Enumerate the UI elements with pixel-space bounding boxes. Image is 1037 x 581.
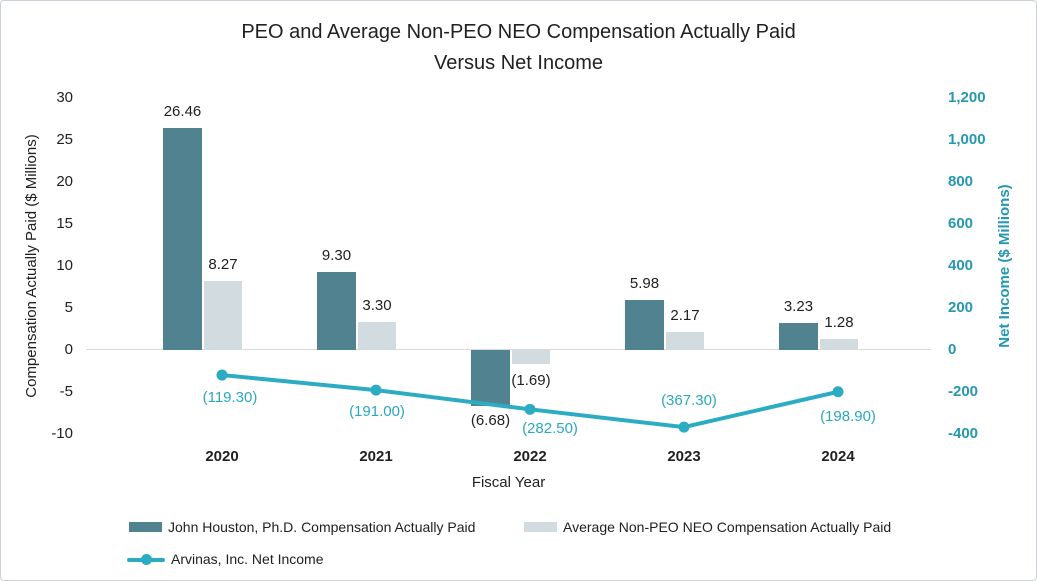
- x-axis-title: Fiscal Year: [471, 474, 546, 491]
- peo-bar-swatch: [129, 522, 162, 532]
- avg-neo-bar-label-2023: 2.17: [670, 306, 700, 324]
- right-tick-label: 600: [948, 215, 974, 232]
- avg-neo-bar-swatch: [524, 522, 557, 532]
- net-income-label-2021: (191.00): [349, 403, 405, 421]
- avg-neo-bar-label-2024: 1.28: [824, 314, 854, 332]
- chart-title-line1: PEO and Average Non-PEO NEO Compensation…: [241, 21, 796, 43]
- left-tick-label: 10: [56, 257, 73, 274]
- peo-bar-2023: [625, 299, 664, 350]
- legend-label-net-income: Arvinas, Inc. Net Income: [171, 551, 324, 567]
- right-tick-label: 400: [948, 257, 974, 274]
- peo-bar-2024: [779, 322, 818, 350]
- peo-bar-label-2020: 26.46: [163, 102, 202, 120]
- net-income-point-2023: [678, 421, 690, 433]
- peo-bar-label-2022: (6.68): [470, 412, 511, 430]
- left-tick-label: 30: [56, 89, 73, 106]
- avg-neo-bar-label-2022: (1.69): [511, 372, 551, 390]
- x-axis-label-2021: 2021: [359, 448, 393, 465]
- left-tick-label: 15: [56, 215, 73, 232]
- net-income-label-2020: (119.30): [202, 389, 258, 407]
- right-tick-label: -200: [948, 383, 979, 400]
- chart-title: PEO and Average Non-PEO NEO Compensation…: [1, 17, 1036, 79]
- net-income-label-2023: (367.30): [661, 392, 717, 410]
- avg-neo-bar-label-2021: 3.30: [362, 297, 392, 315]
- right-tick-label: 200: [948, 299, 974, 316]
- peo-bar-label-2023: 5.98: [629, 274, 660, 292]
- avg-neo-bar-2022: [512, 350, 550, 365]
- line-swatch-dot: [141, 553, 152, 565]
- right-tick-label: 1,200: [948, 89, 986, 106]
- net-income-point-2021: [370, 384, 382, 396]
- left-tick-label: -5: [59, 383, 73, 400]
- left-tick-label: 20: [56, 173, 73, 190]
- x-axis-label-2023: 2023: [667, 448, 701, 465]
- avg-neo-bar-2023: [666, 331, 704, 350]
- legend-label-peo: John Houston, Ph.D. Compensation Actuall…: [168, 519, 476, 535]
- x-axis-label-2024: 2024: [821, 448, 855, 465]
- avg-neo-bar-2021: [358, 322, 396, 350]
- peo-bar-label-2021: 9.30: [321, 246, 352, 264]
- avg-neo-bar-2020: [204, 280, 242, 350]
- net-income-point-2024: [832, 386, 844, 398]
- left-tick-label: 25: [56, 131, 73, 148]
- net-income-point-2020: [216, 369, 228, 381]
- peo-bar-2020: [163, 127, 202, 350]
- right-tick-label: -400: [948, 425, 979, 442]
- net-income-line-swatch: [127, 553, 165, 565]
- x-axis-label-2020: 2020: [205, 448, 239, 465]
- legend-item-net-income: Arvinas, Inc. Net Income: [127, 551, 324, 567]
- zero-gridline: [86, 349, 931, 350]
- right-tick-label: 800: [948, 173, 974, 190]
- net-income-label-2024: (198.90): [820, 407, 876, 425]
- peo-bar-2021: [317, 271, 356, 350]
- left-tick-label: 5: [64, 299, 73, 316]
- avg-neo-bar-2024: [820, 339, 858, 350]
- avg-neo-bar-label-2020: 8.27: [208, 255, 238, 273]
- chart-title-line2: Versus Net Income: [434, 52, 603, 74]
- legend-label-avg-neo: Average Non-PEO NEO Compensation Actuall…: [563, 519, 892, 535]
- peo-bar-label-2024: 3.23: [783, 297, 814, 315]
- left-tick-label: 0: [64, 341, 73, 358]
- x-axis-label-2022: 2022: [513, 448, 547, 465]
- left-tick-label: -10: [51, 425, 73, 442]
- right-tick-label: 0: [948, 341, 957, 358]
- legend-item-peo: John Houston, Ph.D. Compensation Actuall…: [129, 519, 475, 535]
- legend-item-avg-neo: Average Non-PEO NEO Compensation Actuall…: [524, 519, 891, 535]
- net-income-label-2022: (282.50): [522, 420, 578, 438]
- right-tick-label: 1,000: [948, 131, 986, 148]
